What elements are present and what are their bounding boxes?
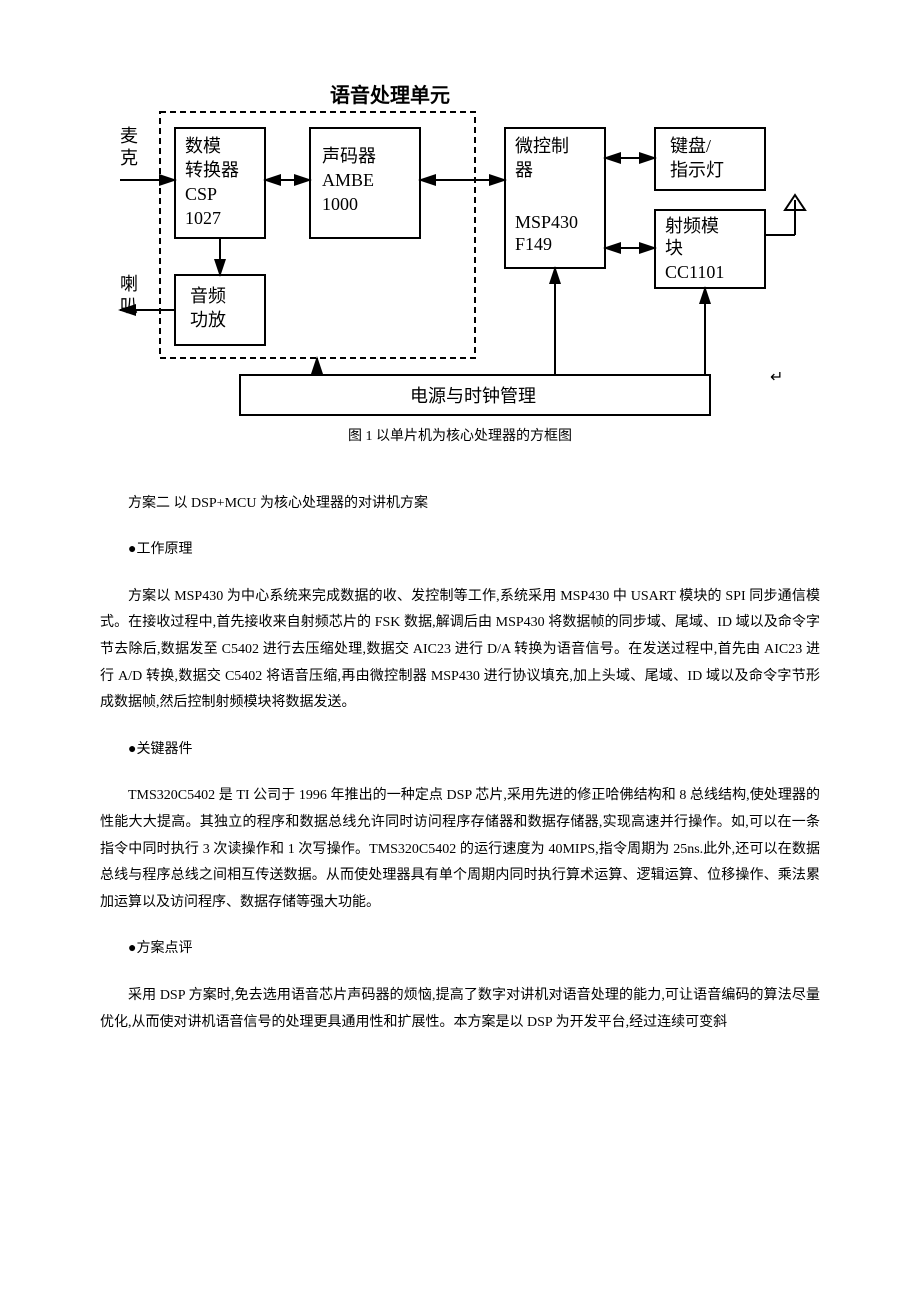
diagram-title: 语音处理单元	[330, 83, 450, 107]
principle-heading: ●工作原理	[100, 537, 820, 564]
vocoder-label: 声码器AMBE1000	[322, 146, 376, 214]
diagram-svg: 语音处理单元 数模转换器CSP1027 声码器AMBE1000 音频功放 微控制…	[110, 80, 810, 420]
mic-label: 麦克	[120, 126, 138, 168]
block-diagram: 语音处理单元 数模转换器CSP1027 声码器AMBE1000 音频功放 微控制…	[100, 80, 820, 451]
keypad-label: 键盘/指示灯	[670, 136, 724, 180]
principle-body: 方案以 MSP430 为中心系统来完成数据的收、发控制等工作,系统采用 MSP4…	[100, 584, 820, 717]
cursor-mark-icon: ↵	[770, 369, 783, 386]
device-heading: ●关键器件	[100, 737, 820, 764]
amp-label: 音频功放	[190, 286, 226, 330]
diagram-caption: 图 1 以单片机为核心处理器的方框图	[100, 424, 820, 451]
power-label: 电源与时钟管理	[410, 386, 536, 406]
adc-label: 数模转换器CSP1027	[185, 136, 239, 228]
review-heading: ●方案点评	[100, 936, 820, 963]
device-body: TMS320C5402 是 TI 公司于 1996 年推出的一种定点 DSP 芯…	[100, 783, 820, 916]
review-body: 采用 DSP 方案时,免去选用语音芯片声码器的烦恼,提高了数字对讲机对语音处理的…	[100, 983, 820, 1036]
mcu-label-bottom: MSP430F149	[515, 212, 578, 254]
rf-label-top: 射频模块	[665, 216, 719, 258]
scheme2-title: 方案二 以 DSP+MCU 为核心处理器的对讲机方案	[100, 491, 820, 518]
rf-label-bottom: CC1101	[665, 262, 724, 282]
mcu-label-top: 微控制器	[515, 136, 569, 180]
